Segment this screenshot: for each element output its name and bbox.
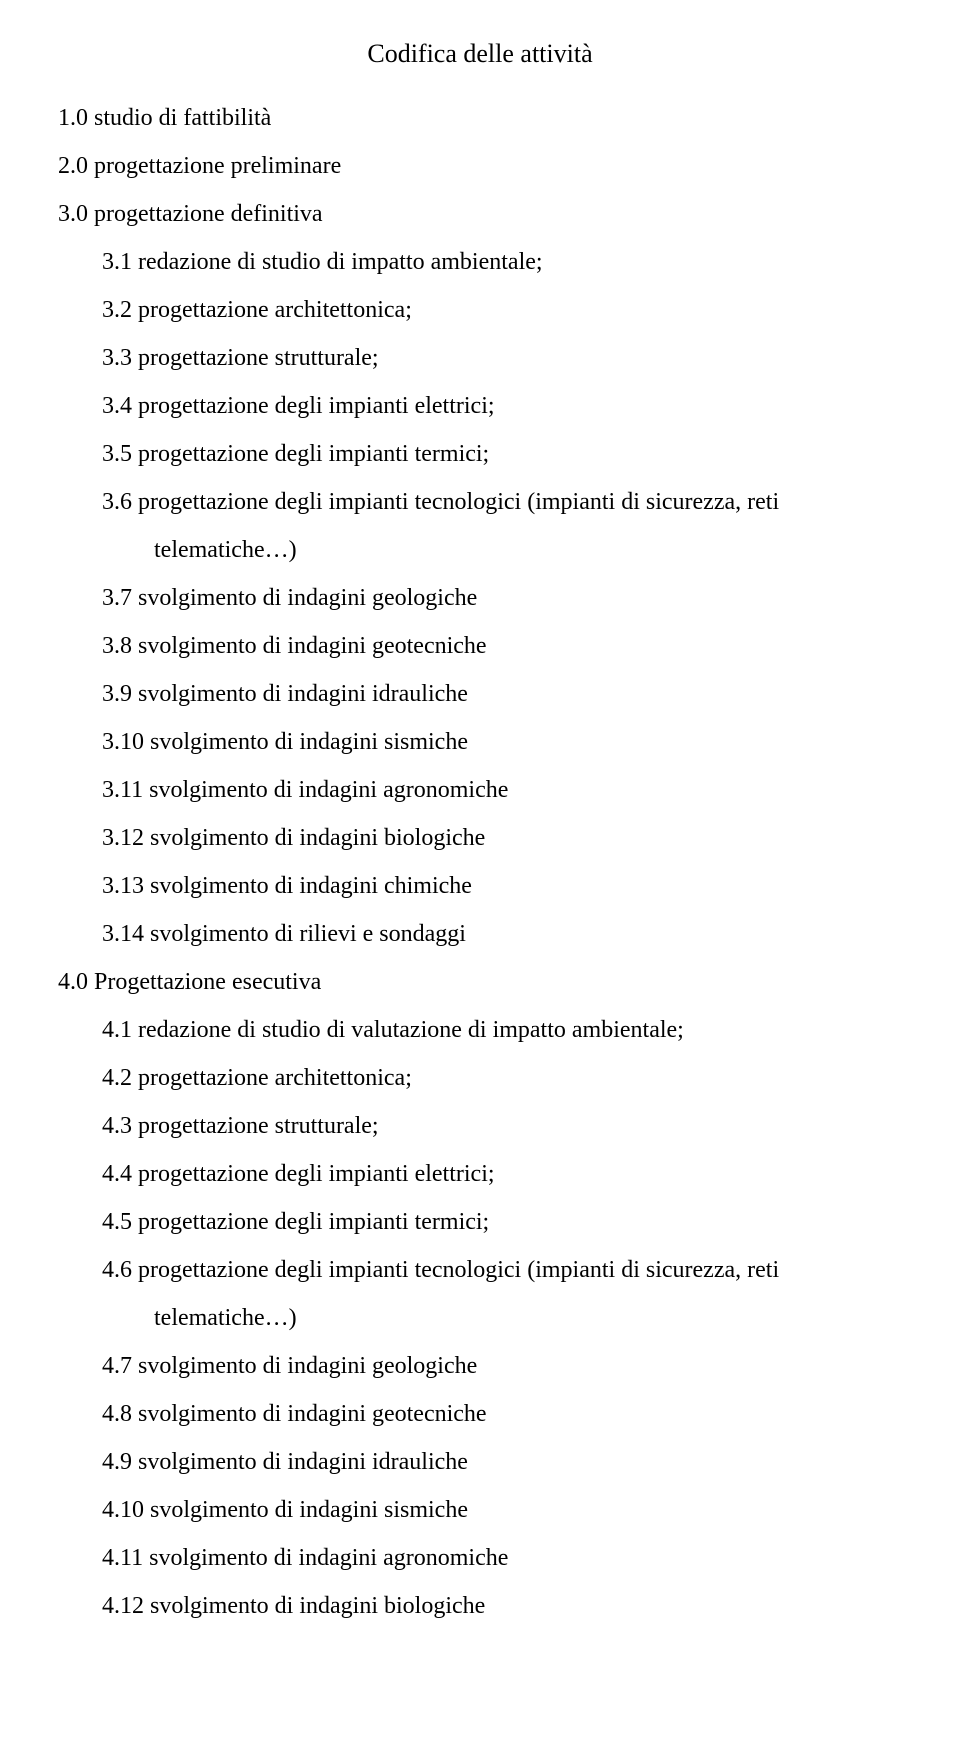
list-item: 4.3 progettazione strutturale; — [58, 1102, 902, 1150]
list-item: 3.7 svolgimento di indagini geologiche — [58, 574, 902, 622]
list-item: 4.8 svolgimento di indagini geotecniche — [58, 1390, 902, 1438]
list-item: 3.6 progettazione degli impianti tecnolo… — [58, 478, 902, 526]
list-item: 4.10 svolgimento di indagini sismiche — [58, 1486, 902, 1534]
list-item: 3.9 svolgimento di indagini idrauliche — [58, 670, 902, 718]
list-item: 3.0 progettazione definitiva — [58, 190, 902, 238]
list-item: 4.0 Progettazione esecutiva — [58, 958, 902, 1006]
list-item: 3.2 progettazione architettonica; — [58, 286, 902, 334]
list-item-continuation: telematiche…) — [58, 1294, 902, 1342]
list-item: 2.0 progettazione preliminare — [58, 142, 902, 190]
list-item: 4.4 progettazione degli impianti elettri… — [58, 1150, 902, 1198]
list-item: 3.12 svolgimento di indagini biologiche — [58, 814, 902, 862]
list-item: 4.11 svolgimento di indagini agronomiche — [58, 1534, 902, 1582]
list-item: 4.7 svolgimento di indagini geologiche — [58, 1342, 902, 1390]
list-item: 3.3 progettazione strutturale; — [58, 334, 902, 382]
list-item: 3.1 redazione di studio di impatto ambie… — [58, 238, 902, 286]
list-item: 4.2 progettazione architettonica; — [58, 1054, 902, 1102]
list-item: 3.8 svolgimento di indagini geotecniche — [58, 622, 902, 670]
list-item: 3.13 svolgimento di indagini chimiche — [58, 862, 902, 910]
list-item: 4.6 progettazione degli impianti tecnolo… — [58, 1246, 902, 1294]
list-item: 4.5 progettazione degli impianti termici… — [58, 1198, 902, 1246]
list-item: 4.9 svolgimento di indagini idrauliche — [58, 1438, 902, 1486]
document-title: Codifica delle attività — [58, 28, 902, 80]
list-item: 3.11 svolgimento di indagini agronomiche — [58, 766, 902, 814]
list-item: 3.5 progettazione degli impianti termici… — [58, 430, 902, 478]
list-item: 3.14 svolgimento di rilievi e sondaggi — [58, 910, 902, 958]
document-page: Codifica delle attività 1.0 studio di fa… — [0, 0, 960, 1670]
list-item: 4.12 svolgimento di indagini biologiche — [58, 1582, 902, 1630]
list-item: 3.10 svolgimento di indagini sismiche — [58, 718, 902, 766]
list-item: 1.0 studio di fattibilità — [58, 94, 902, 142]
list-item: 4.1 redazione di studio di valutazione d… — [58, 1006, 902, 1054]
list-item-continuation: telematiche…) — [58, 526, 902, 574]
list-item: 3.4 progettazione degli impianti elettri… — [58, 382, 902, 430]
